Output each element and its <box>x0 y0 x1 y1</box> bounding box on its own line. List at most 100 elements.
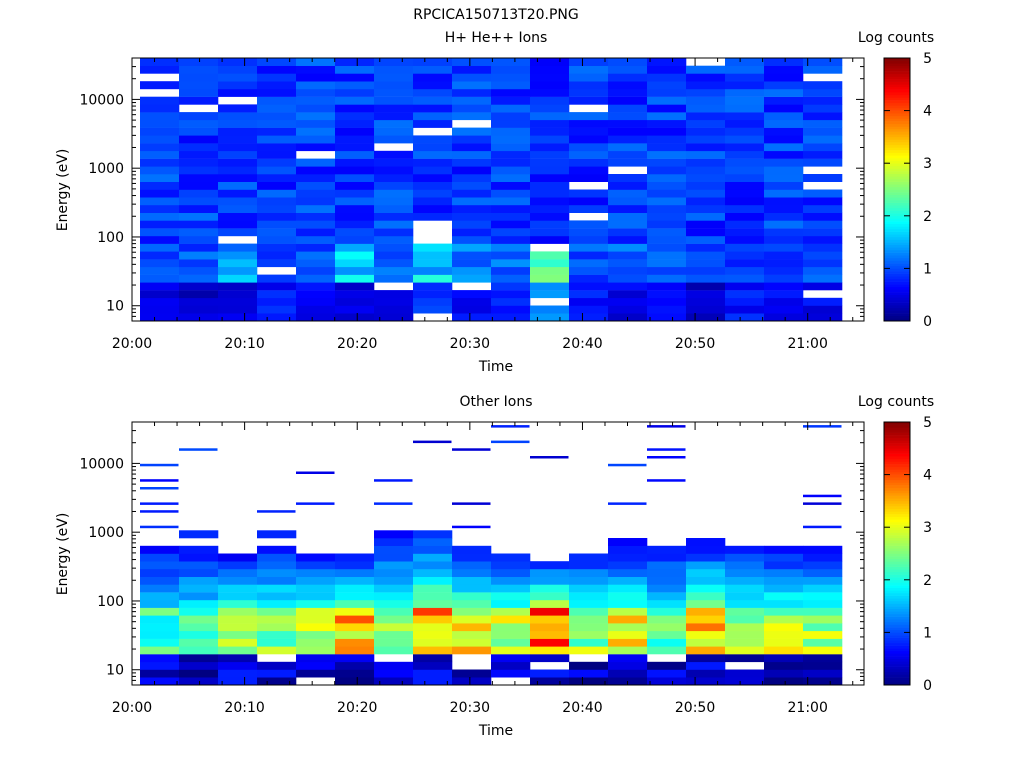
heatmap-cell <box>764 243 804 252</box>
heatmap-cell <box>569 166 609 175</box>
heatmap-cell <box>218 630 258 639</box>
heatmap-cell <box>452 638 492 647</box>
heatmap-cell <box>569 569 609 577</box>
heatmap-cell <box>140 205 180 213</box>
heatmap-cell <box>413 166 453 175</box>
heatmap-cell <box>374 235 414 244</box>
heatmap-cell <box>530 638 570 647</box>
heatmap-cell <box>530 158 570 167</box>
heatmap-cell <box>296 654 336 663</box>
colorbar-segment <box>884 155 910 159</box>
heatmap-cell <box>569 274 609 283</box>
heatmap-cell <box>452 251 492 260</box>
heatmap-cell <box>764 615 804 624</box>
panel-hplus-title: H+ He++ Ions <box>445 30 548 46</box>
heatmap-cell <box>335 235 375 244</box>
heatmap-cell <box>686 228 726 237</box>
heatmap-cell <box>764 592 804 601</box>
heatmap-cell <box>413 135 453 144</box>
heatmap-cell <box>764 88 804 97</box>
heatmap-cell <box>530 212 570 221</box>
heatmap-cell <box>218 266 258 275</box>
colorbar-segment <box>884 571 910 575</box>
heatmap-cell <box>569 143 609 152</box>
heatmap-cell <box>374 545 414 554</box>
heatmap-cell <box>374 228 414 237</box>
colorbar-tick-label: 0 <box>923 314 932 330</box>
heatmap-cell <box>257 88 297 97</box>
heatmap-cell <box>179 615 219 624</box>
heatmap-cell <box>140 584 180 593</box>
heatmap-cell <box>608 290 648 299</box>
heatmap-cell <box>296 205 336 213</box>
colorbar-segment <box>884 635 910 638</box>
heatmap-cell <box>803 615 843 624</box>
heatmap-cell <box>647 143 687 152</box>
colorbar-segment <box>884 184 910 188</box>
colorbar-tick-label: 5 <box>923 51 932 67</box>
colorbar-segment <box>884 642 910 646</box>
heatmap-cell <box>335 274 375 283</box>
heatmap-cell <box>257 104 297 113</box>
colorbar-segment <box>884 506 910 510</box>
colorbar-segment <box>884 514 910 517</box>
heatmap-cell <box>452 290 492 299</box>
heatmap-cell <box>608 81 648 90</box>
heatmap-cell <box>218 576 258 585</box>
colorbar-segment <box>884 598 910 602</box>
heatmap-cell <box>608 174 648 182</box>
heatmap-cell <box>725 150 765 159</box>
heatmap-cell <box>647 235 687 244</box>
heatmap-cell <box>686 290 726 299</box>
heatmap-cell <box>491 205 531 213</box>
heatmap-cell <box>530 630 570 639</box>
heatmap-cell <box>647 448 686 451</box>
x-tick-label: 20:20 <box>337 336 377 352</box>
colorbar-segment <box>884 493 910 496</box>
heatmap-cell <box>569 282 609 291</box>
colorbar-segment <box>884 616 910 620</box>
heatmap-cell <box>803 220 843 229</box>
heatmap-cell <box>608 654 648 663</box>
heatmap-cell <box>608 463 647 467</box>
heatmap-cell <box>647 73 687 82</box>
heatmap-cell <box>803 65 843 74</box>
heatmap-cell <box>179 205 219 213</box>
heatmap-cell <box>686 545 726 554</box>
heatmap-cell <box>179 638 219 647</box>
colorbar-segment <box>884 144 910 148</box>
heatmap-cell <box>335 576 375 585</box>
heatmap-cell <box>413 266 453 275</box>
heatmap-cell <box>569 313 609 322</box>
heatmap-cell <box>335 677 375 686</box>
heatmap-cell <box>257 297 297 306</box>
heatmap-cell <box>491 174 531 182</box>
heatmap-cell <box>803 189 843 198</box>
heatmap-cell <box>374 81 414 90</box>
heatmap-cell <box>413 88 453 97</box>
colorbar-segment <box>884 427 910 431</box>
heatmap-cell <box>179 96 219 105</box>
heatmap-cell <box>257 553 297 562</box>
heatmap-cell <box>647 181 687 190</box>
heatmap-cell <box>569 73 609 82</box>
heatmap-cell <box>257 73 297 82</box>
heatmap-cell <box>608 502 647 505</box>
heatmap-cell <box>452 297 492 306</box>
heatmap-cell <box>140 654 180 663</box>
heatmap-cell <box>764 313 804 322</box>
heatmap-cell <box>530 266 570 275</box>
heatmap-cell <box>452 607 492 616</box>
colorbar-segment <box>884 545 910 549</box>
colorbar-segment <box>884 495 910 499</box>
heatmap-cell <box>647 456 686 459</box>
heatmap-cell <box>764 81 804 90</box>
heatmap-cell <box>686 677 726 686</box>
heatmap-cell <box>569 638 609 647</box>
heatmap-cell <box>725 282 765 291</box>
heatmap-cell <box>647 127 687 136</box>
heatmap-cell <box>725 251 765 260</box>
heatmap-cell <box>530 112 570 121</box>
heatmap-cell <box>218 135 258 144</box>
heatmap-cell <box>491 197 531 206</box>
